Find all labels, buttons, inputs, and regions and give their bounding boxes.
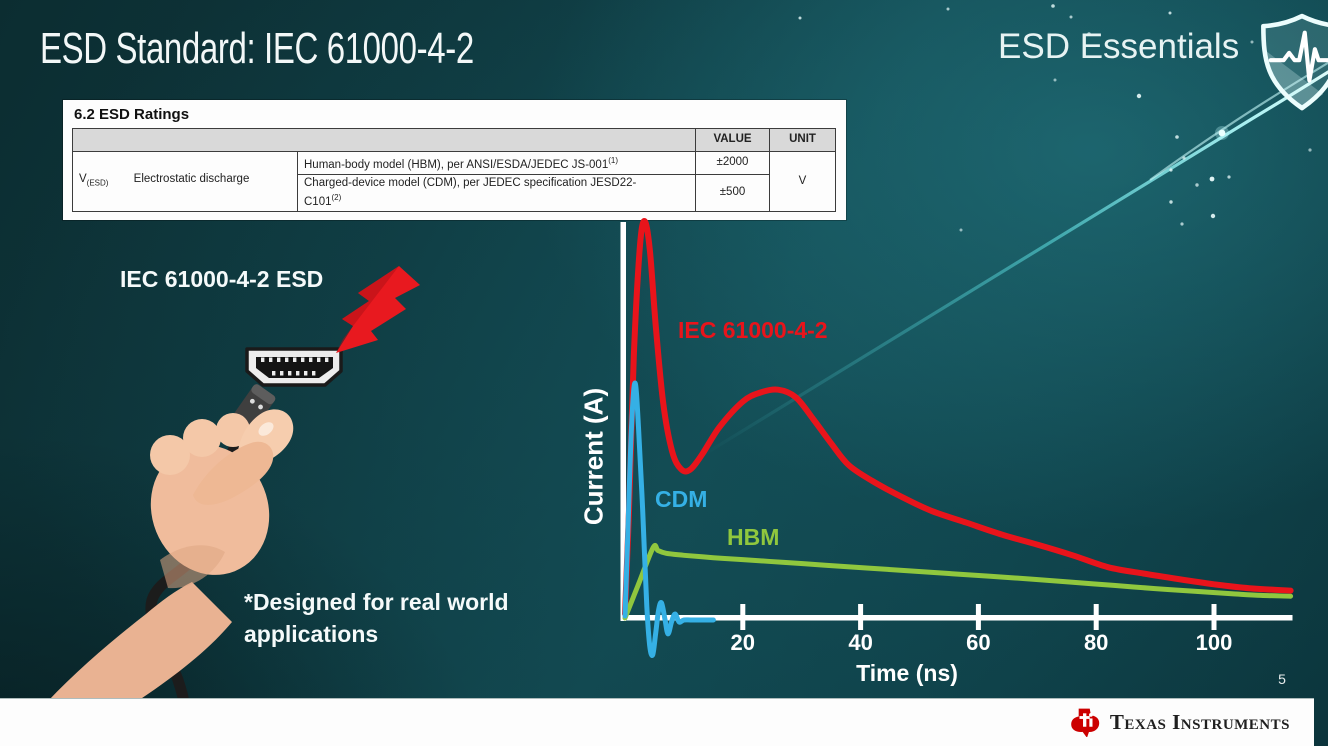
lightning-bolt-icon (336, 266, 420, 353)
ti-wordmark: Texas Instruments (1109, 709, 1290, 734)
hand-icon (38, 409, 294, 720)
waveform-curves (622, 217, 1294, 658)
ti-logo: Texas Instruments (1069, 707, 1290, 737)
x-tick-mark (1211, 604, 1217, 630)
cdm-value-cell: ±500 (695, 174, 770, 213)
curve-hbm (622, 542, 1294, 621)
brand-title: ESD Essentials (998, 27, 1240, 66)
pulse-line-icon (1268, 30, 1328, 83)
series-label-iec-61000-4-2: IEC 61000-4-2 (678, 317, 828, 343)
x-axis (620, 615, 1293, 621)
x-axis-ticks (740, 604, 1217, 630)
symbol-vesd: V(ESD) (79, 173, 109, 188)
fingernail-icon (258, 422, 274, 436)
x-tick-mark (740, 604, 746, 630)
hbm-value-cell: ±2000 (695, 150, 770, 176)
esd-ratings-table-card: 6.2 ESD Ratings VALUE UNIT V(ESD) Electr… (63, 100, 846, 221)
cdm-description-cell: Charged-device model (CDM), per JEDEC sp… (297, 174, 696, 213)
x-tick-mark (975, 604, 981, 630)
x-tick-mark (858, 604, 864, 630)
table-section-heading: 6.2 ESD Ratings (74, 106, 190, 123)
parameter-name: Electrostatic discharge (133, 173, 250, 186)
light-streak-icon (699, 61, 1328, 459)
x-axis-label: Time (ns) (856, 660, 958, 686)
value-header-cell: VALUE (695, 128, 770, 152)
series-label-hbm: HBM (727, 524, 780, 550)
parameter-cell: V(ESD) Electrostatic discharge (72, 150, 298, 213)
star-field (798, 4, 1312, 232)
curve-cdm (622, 380, 716, 658)
table-header-row: VALUE UNIT (72, 128, 836, 152)
unit-cell: V (769, 150, 836, 213)
esd-ratings-table: VALUE UNIT V(ESD) Electrostatic discharg… (72, 128, 836, 213)
ti-bug-icon (1071, 708, 1100, 737)
hand-esd-illustration (38, 266, 420, 720)
x-tick-mark (1093, 604, 1099, 630)
esd-shield-icon (1261, 13, 1328, 111)
curve-iec-61000-4-2 (622, 217, 1294, 617)
designed-footnote: *Designed for real world applications (244, 589, 509, 647)
page-number: 5 (1278, 671, 1286, 687)
series-label-cdm: CDM (655, 486, 708, 512)
table-row: Charged-device model (CDM), per JEDEC sp… (73, 174, 836, 213)
illustration-caption: IEC 61000-4-2 ESD (120, 266, 324, 292)
unit-header-cell: UNIT (769, 128, 836, 152)
hbm-description-cell: Human-body model (HBM), per ANSI/ESDA/JE… (297, 150, 696, 176)
empty-header-cell (72, 128, 696, 152)
y-axis (620, 222, 626, 621)
y-axis-label: Current (A) (578, 387, 609, 526)
footer-bar: Texas Instruments (0, 698, 1314, 746)
page-title: ESD Standard: IEC 61000-4-2 (40, 24, 474, 73)
table-row: V(ESD) Electrostatic discharge Human-bod… (72, 150, 836, 213)
